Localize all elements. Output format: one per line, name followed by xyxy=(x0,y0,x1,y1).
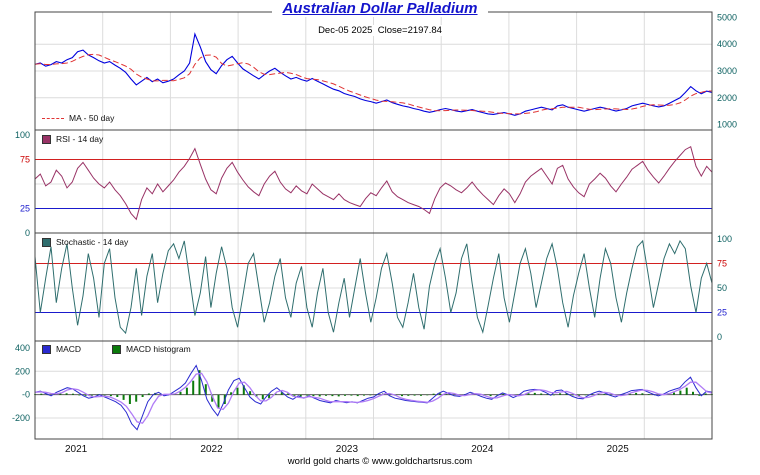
price-tick-label: 3000 xyxy=(717,66,737,76)
macd-tick-label: 200 xyxy=(15,366,30,376)
stochastic-tick-label: 0 xyxy=(717,332,722,342)
macd-signal-line xyxy=(34,372,713,424)
legend-stoch-label: Stochastic - 14 day xyxy=(56,237,129,247)
macd-panel-border xyxy=(34,340,713,440)
footer-text: world gold charts © www.goldchartsrus.co… xyxy=(287,456,473,467)
legend-macd-item: MACD xyxy=(42,344,81,354)
ma-line-swatch-icon xyxy=(42,117,64,119)
stochastic-tick-label: 75 xyxy=(717,258,727,268)
price-tick-label: 1000 xyxy=(717,120,737,130)
stochastic-tick-label: 25 xyxy=(717,308,727,318)
x-axis-year-label: 2024 xyxy=(471,444,494,455)
legend-ma-label: MA - 50 day xyxy=(69,113,115,123)
legend-stoch: Stochastic - 14 day xyxy=(42,237,128,247)
price-tick-label: 5000 xyxy=(717,12,737,22)
ma-50-day-line xyxy=(34,53,712,115)
macd-swatch-icon xyxy=(42,344,51,354)
footer: world gold charts © www.goldchartsrus.co… xyxy=(0,456,760,467)
subtitle-row: Dec-05 2025 Close=2197.84 xyxy=(0,20,760,38)
legend-macd: MACD MACD histogram xyxy=(42,344,217,354)
macd-tick-label: -200 xyxy=(12,413,30,423)
close-line xyxy=(34,32,713,116)
macd-hist-swatch-icon xyxy=(112,344,122,354)
stochastic-tick-label: 50 xyxy=(717,283,727,293)
stochastic-tick-label: 100 xyxy=(717,234,732,244)
price-tick-label: 2000 xyxy=(717,93,737,103)
stochastic-14-day-line xyxy=(34,239,713,335)
rsi-swatch-icon xyxy=(42,134,51,144)
title-row: Australian Dollar Palladium xyxy=(0,0,760,18)
x-axis-year-label: 2022 xyxy=(200,444,223,455)
x-axis-year-label: 2025 xyxy=(607,444,630,455)
legend-rsi: RSI - 14 day xyxy=(42,134,103,144)
macd-tick-label: -0 xyxy=(22,390,30,400)
rsi-tick-label: 75 xyxy=(20,154,30,164)
legend-macd-label: MACD xyxy=(56,344,82,354)
legend-macd-hist-item: MACD histogram xyxy=(112,344,191,354)
legend-rsi-label: RSI - 14 day xyxy=(56,134,104,144)
macd-tick-label: 400 xyxy=(15,343,30,353)
rsi-tick-label: 25 xyxy=(20,204,30,214)
macd-line xyxy=(34,364,713,431)
x-axis-year-label: 2021 xyxy=(65,444,88,455)
page-title: Australian Dollar Palladium xyxy=(272,0,488,17)
price-tick-label: 4000 xyxy=(717,39,737,49)
rsi-tick-label: 100 xyxy=(15,130,30,140)
chart-subtitle: Dec-05 2025 Close=2197.84 xyxy=(312,25,448,36)
legend-ma: MA - 50 day xyxy=(42,113,114,123)
stoch-swatch-icon xyxy=(42,237,51,247)
rsi-14-day-line xyxy=(34,145,713,221)
x-axis-year-label: 2023 xyxy=(336,444,359,455)
rsi-tick-label: 0 xyxy=(25,228,30,238)
legend-macd-hist-label: MACD histogram xyxy=(126,344,191,354)
